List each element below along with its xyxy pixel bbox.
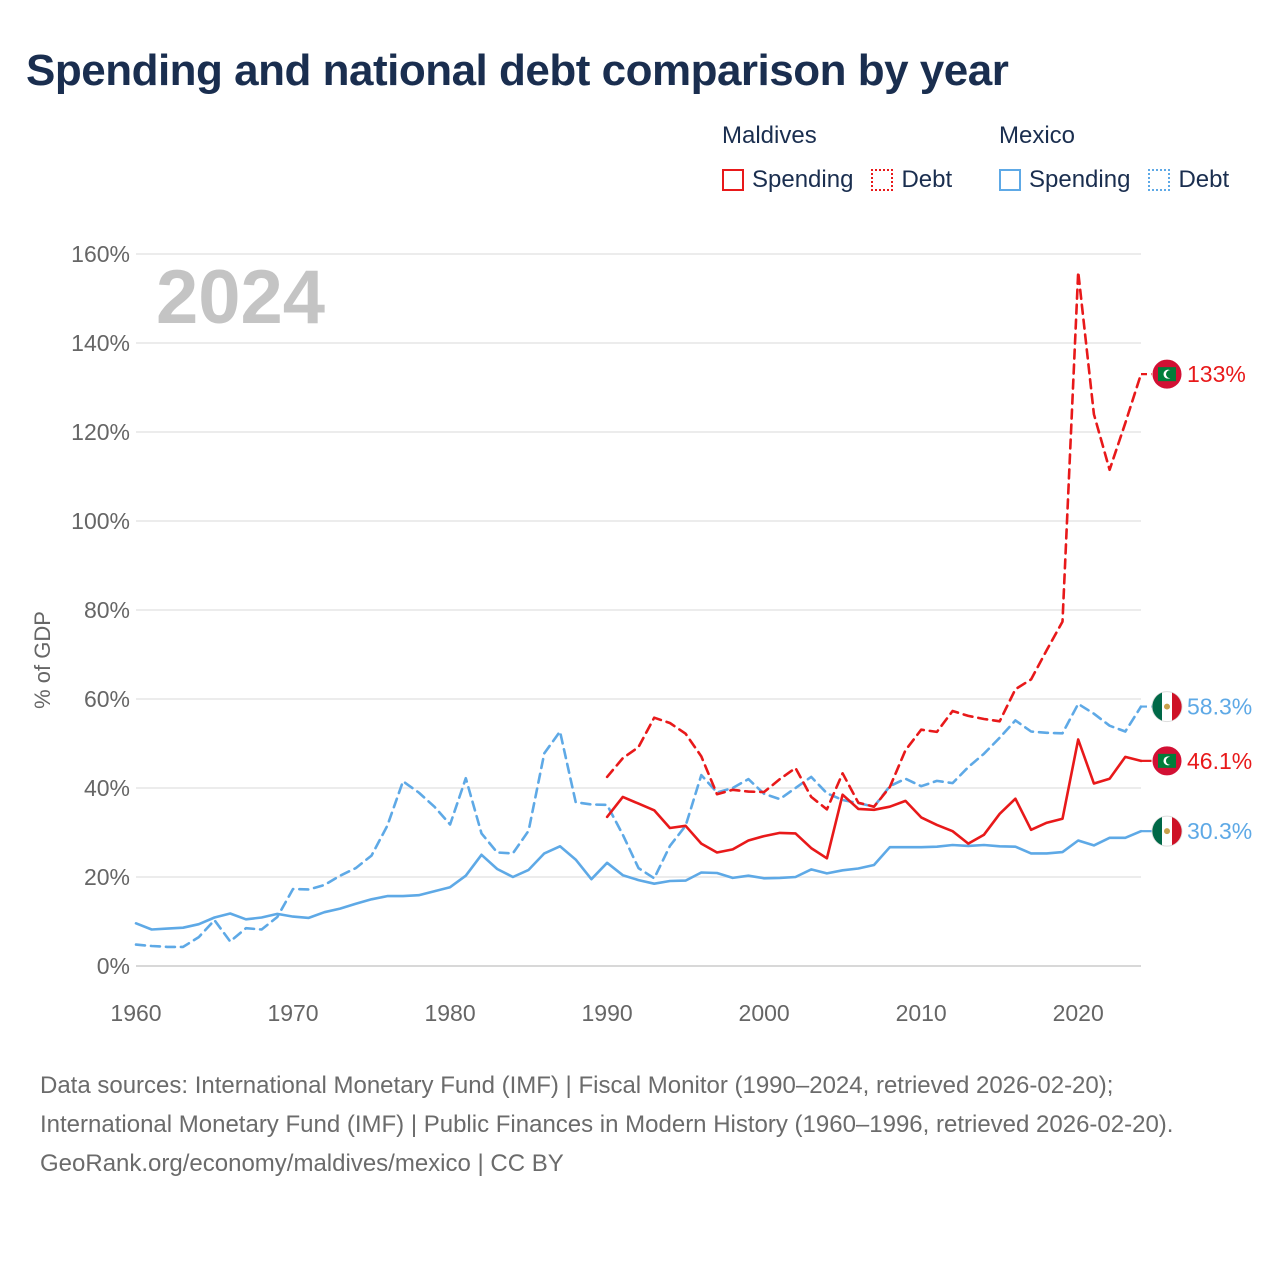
x-tick-label: 1980 <box>424 1000 475 1026</box>
data-sources: Data sources: International Monetary Fun… <box>40 1072 1174 1138</box>
y-tick-label: 140% <box>71 330 130 356</box>
legend-swatch <box>722 169 744 191</box>
y-tick-label: 0% <box>97 953 130 979</box>
series-end-label: 46.1% <box>1187 748 1252 774</box>
y-tick-label: 20% <box>84 864 130 890</box>
series-line-maldives-spending <box>605 738 1143 860</box>
chart-title: Spending and national debt comparison by… <box>26 46 1009 95</box>
maldives-flag-icon <box>1151 358 1183 390</box>
legend-item-debt[interactable]: Debt <box>1148 166 1229 194</box>
x-tick-label: 2010 <box>896 1000 947 1026</box>
legend-item-spending[interactable]: Spending <box>999 166 1130 194</box>
x-tick-label: 1960 <box>110 1000 161 1026</box>
series-end-label: 58.3% <box>1187 694 1252 720</box>
y-tick-label: 40% <box>84 775 130 801</box>
series-line-mexico-spending <box>134 829 1143 931</box>
legend-item-debt[interactable]: Debt <box>871 166 952 194</box>
legend-group-name: Maldives <box>722 122 817 149</box>
legend-swatch <box>999 169 1021 191</box>
series-line-mexico-debt <box>134 702 1143 949</box>
credit-line: GeoRank.org/economy/maldives/mexico | CC… <box>40 1150 564 1177</box>
y-tick-label: 80% <box>84 597 130 623</box>
line-chart: 0% 20% 40% 60% 80% 100% 120% 140% 160% 1960 1970 19… <box>30 241 1252 1026</box>
legend-group-mexico: Mexico Spending Debt <box>999 122 1229 193</box>
y-axis-label: % of GDP <box>30 611 55 709</box>
mexico-flag-icon <box>1151 691 1183 723</box>
series-end-label: 30.3% <box>1187 818 1252 844</box>
x-tick-label: 2020 <box>1053 1000 1104 1026</box>
legend-swatch <box>1148 169 1171 191</box>
mexico-flag-icon <box>1151 815 1183 847</box>
x-tick-label: 1990 <box>582 1000 633 1026</box>
series-end-label: 133% <box>1187 361 1246 387</box>
footer: Data sources: International Monetary Fun… <box>40 1066 1240 1183</box>
legend-group-name: Mexico <box>999 122 1076 149</box>
maldives-flag-icon <box>1151 745 1183 777</box>
year-watermark: 2024 <box>156 255 325 340</box>
x-tick-label: 1970 <box>267 1000 318 1026</box>
y-tick-label: 120% <box>71 419 130 445</box>
x-tick-label: 2000 <box>739 1000 790 1026</box>
y-tick-label: 100% <box>71 508 130 534</box>
series-line-maldives-debt <box>605 270 1143 811</box>
legend-item-spending[interactable]: Spending <box>722 166 853 194</box>
legend-label: Debt <box>901 166 953 193</box>
legend-label: Spending <box>1029 166 1131 193</box>
legend-label: Debt <box>1178 166 1230 193</box>
legend-group-maldives: Maldives Spending Debt <box>722 122 952 193</box>
legend-label: Spending <box>752 166 854 193</box>
y-tick-label: 160% <box>71 241 130 267</box>
y-tick-label: 60% <box>84 686 130 712</box>
legend-swatch <box>871 169 894 191</box>
